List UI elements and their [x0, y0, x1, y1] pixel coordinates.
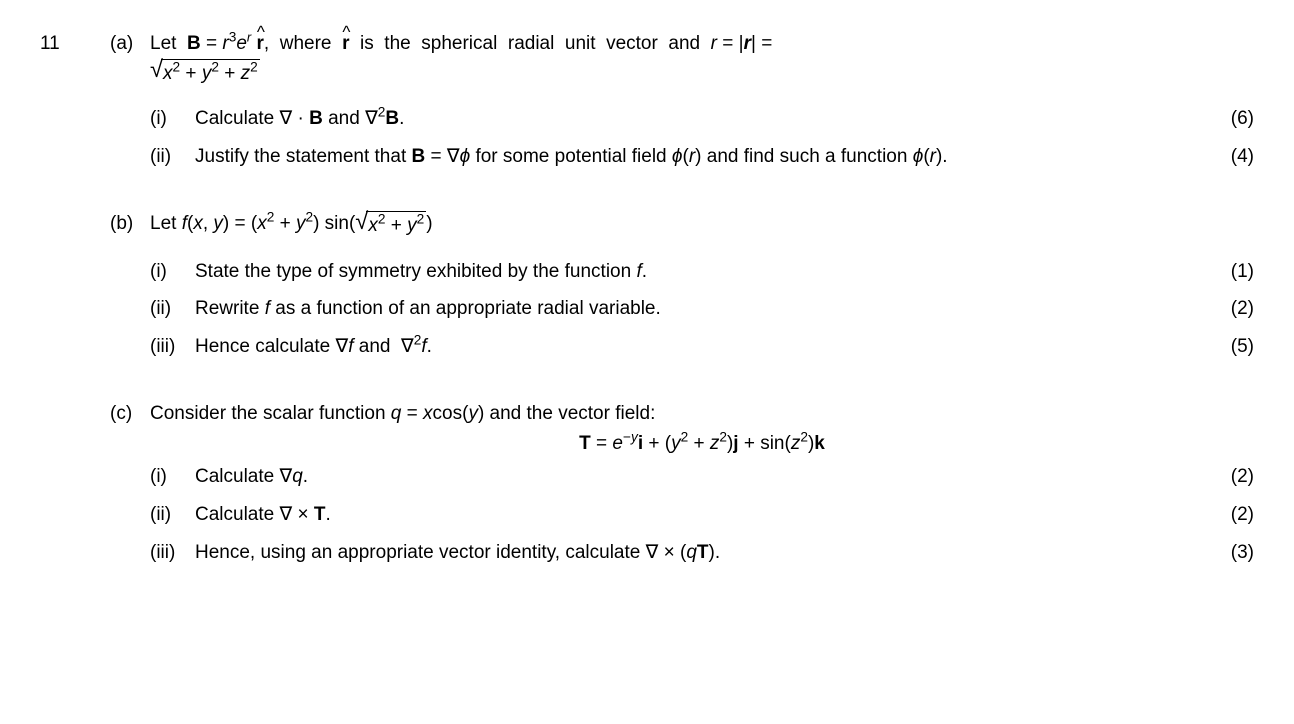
marks-c-ii: (2): [1204, 501, 1254, 529]
part-b: (b) Let f(x, y) = (x2 + y2) sin(√x2 + y2…: [40, 210, 1254, 370]
question-11: 11 (a) Let B = r3er r, where r is the sp…: [40, 30, 1254, 180]
subitem-c-iii: (iii) Hence, using an appropriate vector…: [150, 539, 1254, 567]
subitem-c-i: (i) Calculate ∇q. (2): [150, 463, 1254, 491]
subnum-c-ii: (ii): [150, 501, 195, 529]
subtext-b-ii: Rewrite f as a function of an appropriat…: [195, 295, 1204, 323]
part-a-stem: Let B = r3er r, where r is the spherical…: [150, 30, 1254, 87]
subnum-a-ii: (ii): [150, 143, 195, 171]
marks-a-i: (6): [1204, 105, 1254, 133]
subtext-a-ii: Justify the statement that B = ∇ϕ for so…: [195, 143, 1204, 171]
part-label-b: (b): [110, 210, 150, 370]
part-c-stem: Consider the scalar function q = xcos(y)…: [150, 400, 1254, 457]
part-c-body: Consider the scalar function q = xcos(y)…: [150, 400, 1254, 576]
marks-b-i: (1): [1204, 258, 1254, 286]
subtext-c-i: Calculate ∇q.: [195, 463, 1204, 491]
part-c-equation: T = e−yi + (y2 + z2)j + sin(z2)k: [150, 430, 1254, 458]
subnum-b-i: (i): [150, 258, 195, 286]
subtext-b-i: State the type of symmetry exhibited by …: [195, 258, 1204, 286]
subtext-c-ii: Calculate ∇ × T.: [195, 501, 1204, 529]
marks-b-ii: (2): [1204, 295, 1254, 323]
subitem-b-ii: (ii) Rewrite f as a function of an appro…: [150, 295, 1254, 323]
part-a-subitems: (i) Calculate ∇ · B and ∇2B. (6) (ii) Ju…: [150, 105, 1254, 170]
part-c-subitems: (i) Calculate ∇q. (2) (ii) Calculate ∇ ×…: [150, 463, 1254, 566]
marks-c-i: (2): [1204, 463, 1254, 491]
subtext-a-i: Calculate ∇ · B and ∇2B.: [195, 105, 1204, 133]
part-label-c: (c): [110, 400, 150, 576]
part-b-subitems: (i) State the type of symmetry exhibited…: [150, 258, 1254, 361]
subitem-b-iii: (iii) Hence calculate ∇f and ∇2f. (5): [150, 333, 1254, 361]
part-c: (c) Consider the scalar function q = xco…: [40, 400, 1254, 576]
question-number: 11: [40, 30, 110, 180]
subnum-c-iii: (iii): [150, 539, 195, 567]
part-label-a: (a): [110, 30, 150, 180]
subnum-b-iii: (iii): [150, 333, 195, 361]
marks-b-iii: (5): [1204, 333, 1254, 361]
subnum-c-i: (i): [150, 463, 195, 491]
subitem-a-ii: (ii) Justify the statement that B = ∇ϕ f…: [150, 143, 1254, 171]
subtext-c-iii: Hence, using an appropriate vector ident…: [195, 539, 1204, 567]
marks-c-iii: (3): [1204, 539, 1254, 567]
subtext-b-iii: Hence calculate ∇f and ∇2f.: [195, 333, 1204, 361]
part-b-body: Let f(x, y) = (x2 + y2) sin(√x2 + y2) (i…: [150, 210, 1254, 370]
subnum-b-ii: (ii): [150, 295, 195, 323]
subitem-a-i: (i) Calculate ∇ · B and ∇2B. (6): [150, 105, 1254, 133]
subitem-b-i: (i) State the type of symmetry exhibited…: [150, 258, 1254, 286]
part-a-body: Let B = r3er r, where r is the spherical…: [150, 30, 1254, 180]
marks-a-ii: (4): [1204, 143, 1254, 171]
subitem-c-ii: (ii) Calculate ∇ × T. (2): [150, 501, 1254, 529]
part-b-stem: Let f(x, y) = (x2 + y2) sin(√x2 + y2): [150, 210, 1254, 240]
subnum-a-i: (i): [150, 105, 195, 133]
